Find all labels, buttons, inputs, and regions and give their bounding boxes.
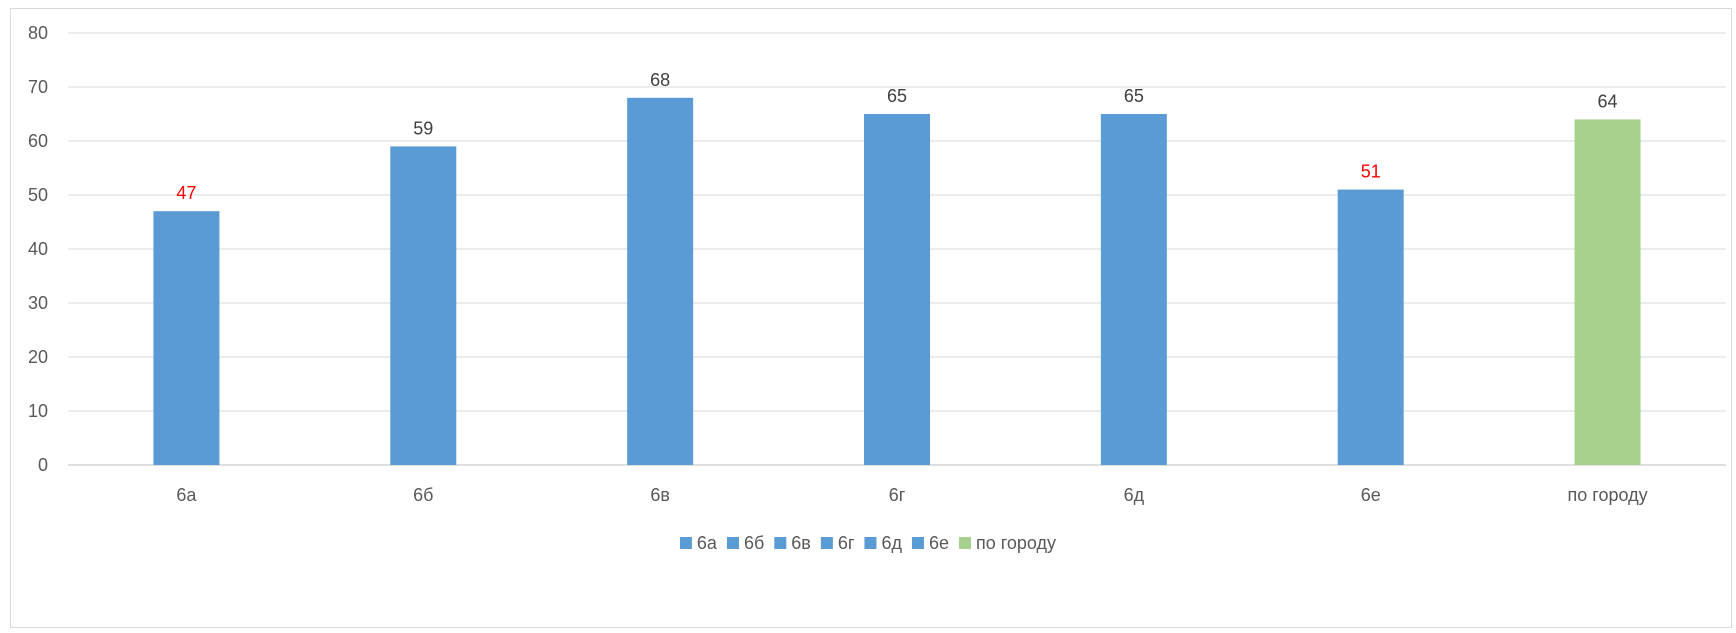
y-tick-label: 10 bbox=[28, 401, 48, 421]
data-labels: 47 59 68 65 65 51 64 bbox=[176, 70, 1617, 203]
legend-label: 6г bbox=[838, 533, 855, 553]
legend-label: 6б bbox=[744, 533, 764, 553]
category-label: 6е bbox=[1361, 485, 1381, 505]
y-tick-label: 0 bbox=[38, 455, 48, 475]
legend-label: 6а bbox=[697, 533, 718, 553]
legend-swatch bbox=[679, 537, 692, 549]
bars bbox=[153, 97, 1641, 466]
bar bbox=[390, 146, 457, 465]
legend-label: 6в bbox=[791, 533, 811, 553]
legend-swatch bbox=[864, 537, 877, 549]
y-tick-label: 70 bbox=[28, 77, 48, 97]
legend-swatch bbox=[774, 537, 787, 549]
category-label: по городу bbox=[1568, 485, 1648, 505]
bar bbox=[1337, 189, 1404, 465]
x-axis-labels: 6а 6б 6в 6г 6д 6е по городу bbox=[176, 485, 1647, 505]
legend: 6а 6б 6в 6г 6д 6е по городу bbox=[679, 533, 1056, 553]
legend-swatch bbox=[911, 537, 924, 549]
data-label: 64 bbox=[1598, 91, 1618, 111]
bar bbox=[153, 211, 220, 465]
category-label: 6б bbox=[413, 485, 433, 505]
data-label: 59 bbox=[413, 118, 433, 138]
category-label: 6д bbox=[1124, 485, 1145, 505]
y-tick-label: 40 bbox=[28, 239, 48, 259]
bar bbox=[1574, 119, 1641, 466]
data-label: 51 bbox=[1361, 162, 1381, 182]
y-tick-label: 30 bbox=[28, 293, 48, 313]
legend-label: 6е bbox=[929, 533, 949, 553]
y-tick-label: 50 bbox=[28, 185, 48, 205]
legend-label: по городу bbox=[976, 533, 1056, 553]
legend-label: 6д bbox=[881, 533, 902, 553]
legend-swatch bbox=[726, 537, 739, 549]
y-tick-label: 20 bbox=[28, 347, 48, 367]
bar bbox=[1100, 114, 1167, 465]
y-axis-ticks: 0 10 20 30 40 50 60 70 80 bbox=[28, 23, 48, 475]
legend-swatch bbox=[958, 537, 971, 549]
data-label: 68 bbox=[650, 70, 670, 90]
bar bbox=[627, 97, 694, 466]
category-label: 6в bbox=[650, 485, 670, 505]
bar bbox=[864, 114, 930, 465]
data-label: 65 bbox=[887, 86, 907, 106]
category-label: 6г bbox=[889, 485, 906, 505]
category-label: 6а bbox=[176, 485, 197, 505]
data-label: 65 bbox=[1124, 86, 1144, 106]
legend-swatch bbox=[820, 537, 833, 549]
data-label: 47 bbox=[176, 183, 196, 203]
y-tick-label: 80 bbox=[28, 23, 48, 43]
y-tick-label: 60 bbox=[28, 131, 48, 151]
